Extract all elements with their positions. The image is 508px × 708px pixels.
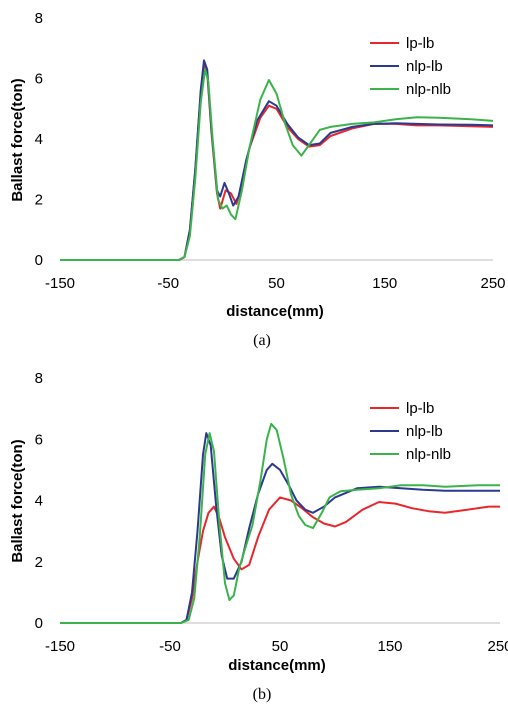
y-axis-title: Ballast force(ton) (9, 78, 26, 201)
x-tick-label: 250 (487, 638, 508, 655)
y-tick-label: 4 (35, 493, 43, 510)
x-axis-title: distance(mm) (226, 303, 324, 320)
y-axis-title: Ballast force(ton) (9, 439, 26, 562)
series-line-nlp-nlb (60, 422, 500, 624)
legend: lp-lb nlp-lb nlp-nlb (370, 35, 451, 98)
legend-label: nlp-lb (406, 58, 443, 75)
x-tick-label: 150 (377, 638, 402, 655)
y-tick-labels: 0 2 4 6 8 (35, 10, 43, 269)
figure-caption-b: (b) (253, 686, 272, 703)
x-tick-label: -150 (45, 638, 75, 655)
y-tick-label: 6 (35, 431, 43, 448)
series-lines (60, 59, 494, 261)
x-tick-label: -150 (45, 275, 75, 292)
x-tick-label: -50 (157, 275, 179, 292)
x-tick-label: 50 (272, 638, 289, 655)
chart-panel-a: Ballast force(ton) 0 2 4 6 8 -150 -50 50 150 250… (9, 10, 506, 349)
legend-label: lp-lb (406, 400, 434, 417)
series-line-nlp-nlb (60, 68, 494, 261)
y-tick-label: 0 (35, 252, 43, 269)
legend: lp-lb nlp-lb nlp-nlb (370, 400, 451, 463)
legend-label: nlp-nlb (406, 81, 451, 98)
x-tick-labels: -150 -50 50 150 250 (45, 275, 506, 292)
series-line-nlp-lb (60, 432, 500, 624)
y-tick-label: 6 (35, 71, 43, 88)
y-tick-label: 0 (35, 615, 43, 632)
legend-label: nlp-lb (406, 423, 443, 440)
y-tick-label: 2 (35, 192, 43, 209)
figure-caption-a: (a) (253, 332, 271, 349)
legend-label: lp-lb (406, 35, 434, 52)
x-axis-title: distance(mm) (228, 657, 326, 674)
legend-label: nlp-nlb (406, 446, 451, 463)
x-tick-label: 150 (372, 275, 397, 292)
y-tick-label: 8 (35, 10, 43, 27)
x-tick-labels: -150 -50 50 150 250 (45, 638, 508, 655)
series-line-lp-lb (60, 496, 500, 624)
series-line-nlp-lb (60, 59, 494, 261)
x-tick-label: 50 (268, 275, 285, 292)
y-tick-label: 8 (35, 370, 43, 387)
y-tick-label: 4 (35, 131, 43, 148)
y-tick-label: 2 (35, 554, 43, 571)
x-tick-label: -50 (159, 638, 181, 655)
chart-panel-b: Ballast force(ton) 0 2 4 6 8 -150 -50 50 150 250… (9, 370, 508, 703)
series-lines (60, 422, 500, 624)
y-tick-labels: 0 2 4 6 8 (35, 370, 43, 632)
x-tick-label: 250 (480, 275, 505, 292)
